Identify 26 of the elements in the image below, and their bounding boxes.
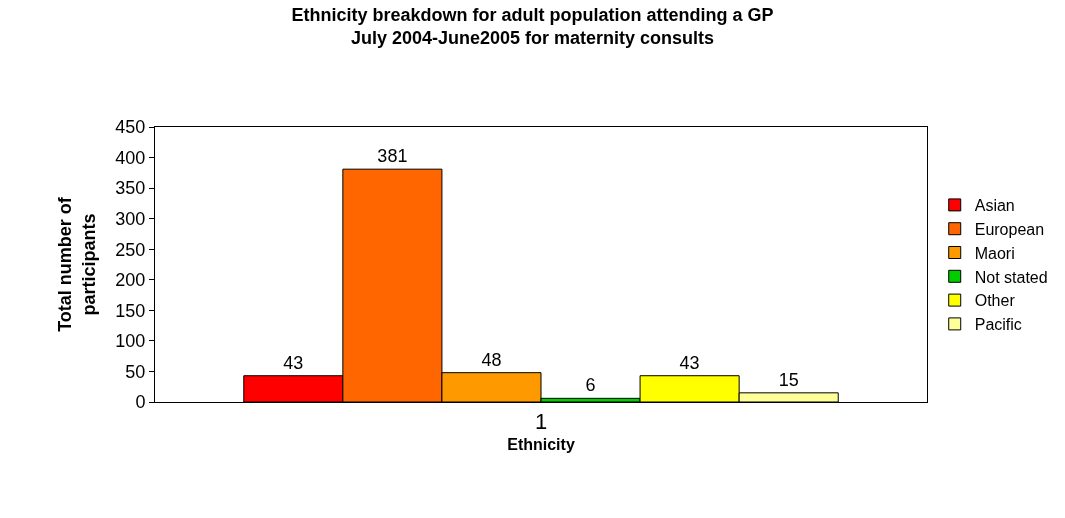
data-label: 48 [481, 349, 502, 370]
y-tick-label: 400 [115, 147, 146, 168]
x-tick-label: 1 [534, 409, 548, 435]
legend-label: European [974, 220, 1045, 238]
legend-label: Not stated [974, 268, 1048, 286]
legend-label: Asian [974, 197, 1015, 215]
y-tick-label: 350 [115, 178, 146, 199]
data-label: 381 [377, 146, 408, 167]
x-axis-title: Ethnicity [507, 436, 575, 454]
y-axis-title: Total number of participants [55, 196, 99, 332]
data-label: 43 [679, 352, 700, 373]
y-tick-label: 450 [115, 117, 146, 138]
chart-title: Ethnicity breakdown for adult population attending a GP July 2004-June2005 for maternity consults [291, 4, 774, 49]
y-tick-label: 100 [115, 331, 146, 352]
y-tick-label: 150 [115, 300, 146, 321]
y-tick-label: 300 [115, 208, 146, 229]
data-label: 15 [778, 369, 799, 390]
y-tick-label: 50 [125, 361, 146, 382]
data-label: 6 [585, 375, 596, 396]
legend-label: Pacific [974, 316, 1022, 334]
data-label: 43 [283, 352, 304, 373]
y-tick-label: 250 [115, 239, 146, 260]
y-tick-label: 0 [135, 392, 146, 413]
legend-label: Other [974, 292, 1016, 310]
y-tick-label: 200 [115, 270, 146, 291]
legend-label: Maori [974, 244, 1015, 262]
